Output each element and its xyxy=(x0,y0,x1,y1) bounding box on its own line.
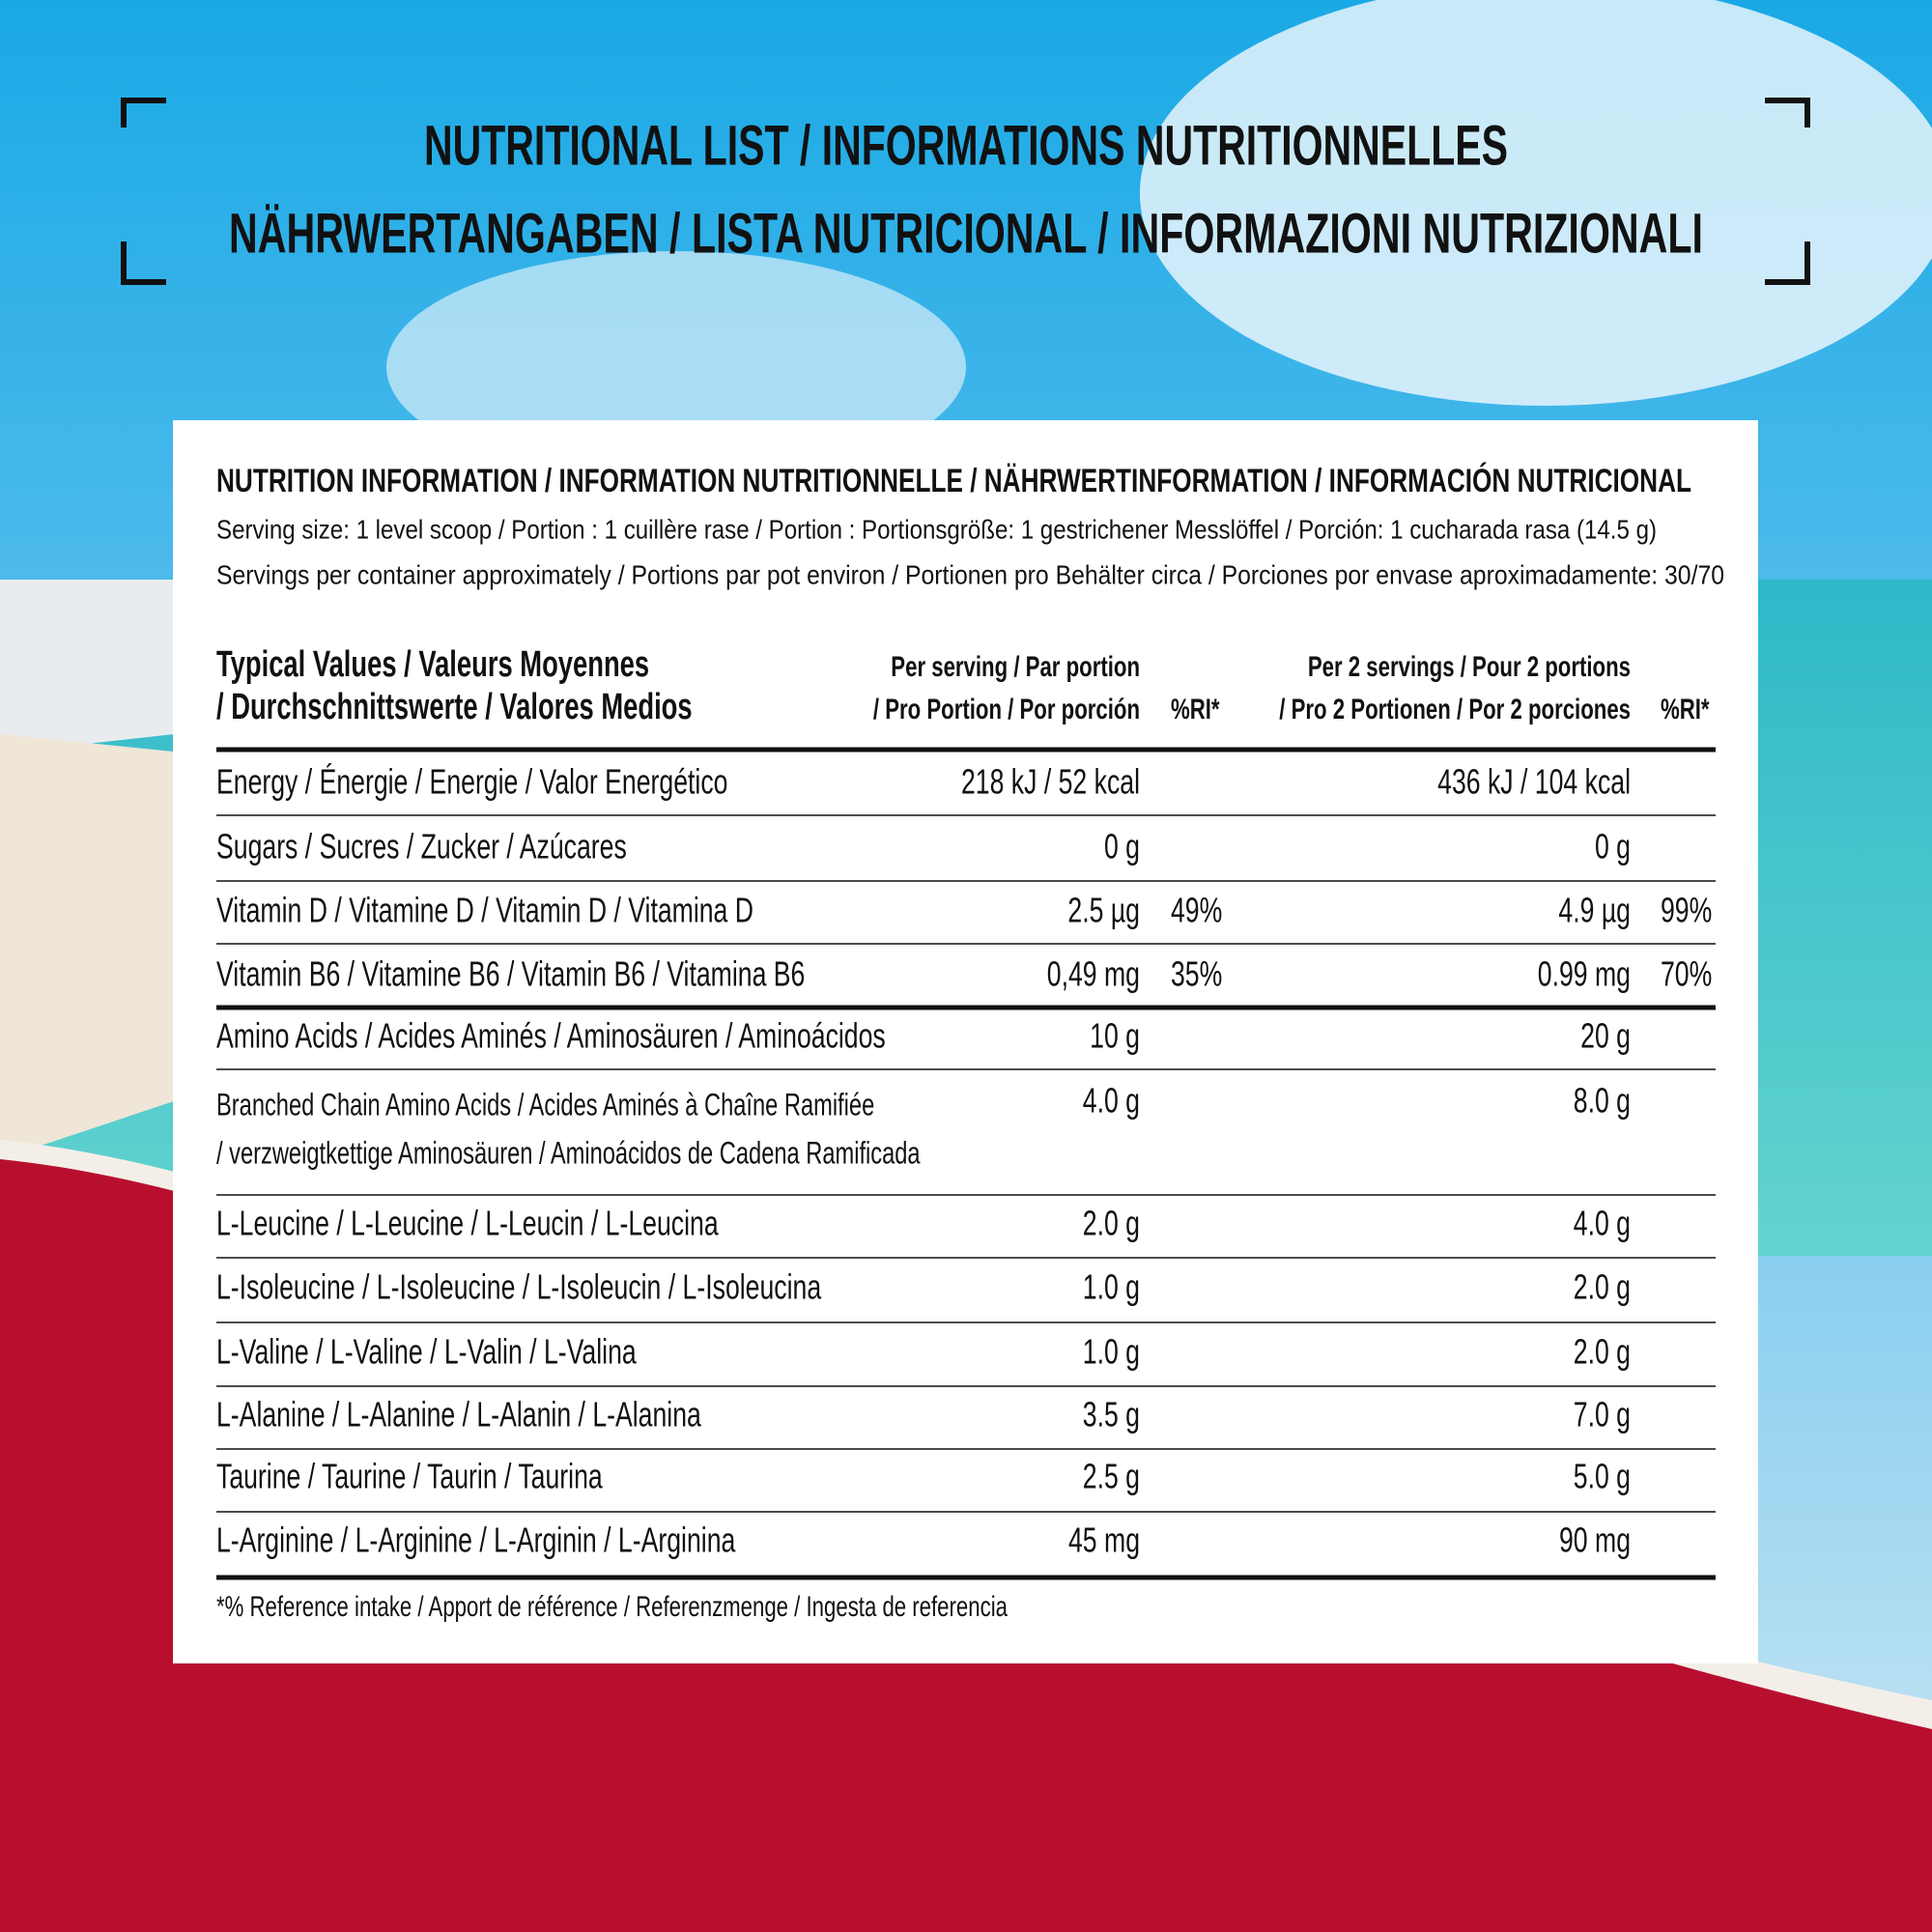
per-serving: 1.0 g xyxy=(1083,1332,1140,1372)
buildings xyxy=(0,580,174,753)
row-label: L-Arginine / L-Arginine / L-Arginin / L-… xyxy=(216,1520,736,1560)
column-header: %RI* xyxy=(1171,693,1220,725)
per-2-servings: 90 mg xyxy=(1559,1520,1631,1560)
per-2-servings: 0.99 mg xyxy=(1538,954,1631,994)
row-label: L-Isoleucine / L-Isoleucine / L-Isoleuci… xyxy=(216,1267,821,1307)
per-serving: 0,49 mg xyxy=(1047,954,1140,994)
per-serving: 2.5 µg xyxy=(1067,891,1140,930)
per-serving: 1.0 g xyxy=(1083,1267,1140,1307)
per-serving: 0 g xyxy=(1104,827,1140,867)
ri-2: 70% xyxy=(1661,954,1712,994)
per-serving: 218 kJ / 52 kcal xyxy=(961,762,1140,802)
per-2-servings: 2.0 g xyxy=(1574,1332,1631,1372)
row-label: Energy / Énergie / Energie / Valor Energ… xyxy=(216,762,727,802)
column-header: Per 2 servings / Pour 2 portions xyxy=(1308,650,1631,683)
column-header: / Pro Portion / Por porción xyxy=(873,693,1140,725)
column-header: / Durchschnittswerte / Valores Medios xyxy=(216,687,693,727)
per-2-servings: 4.0 g xyxy=(1574,1204,1631,1243)
heading: NÄHRWERTANGABEN / LISTA NUTRICIONAL / IN… xyxy=(229,202,1703,265)
ri: 49% xyxy=(1171,891,1222,930)
per-2-servings: 436 kJ / 104 kcal xyxy=(1437,762,1631,802)
column-header: %RI* xyxy=(1661,693,1710,725)
column-header: / Pro 2 Portionen / Por 2 porciones xyxy=(1279,693,1631,725)
servings-per-container: Servings per container approximately / P… xyxy=(216,559,1724,589)
per-serving: 45 mg xyxy=(1068,1520,1140,1560)
row-label: / verzweigtkettige Aminosäuren / Aminoác… xyxy=(216,1136,921,1170)
per-serving: 10 g xyxy=(1090,1016,1140,1056)
per-2-servings: 20 g xyxy=(1580,1016,1631,1056)
per-2-servings: 8.0 g xyxy=(1574,1081,1631,1121)
ri: 35% xyxy=(1171,954,1222,994)
table-lines xyxy=(216,747,1716,1580)
ri-2: 99% xyxy=(1661,891,1712,930)
serving-size: Serving size: 1 level scoop / Portion : … xyxy=(216,514,1657,544)
panel xyxy=(173,420,1758,1663)
cloud xyxy=(1140,0,1932,406)
row-label: Branched Chain Amino Acids / Acides Amin… xyxy=(216,1088,874,1122)
row-label: L-Leucine / L-Leucine / L-Leucin / L-Leu… xyxy=(216,1204,719,1243)
heading: NUTRITIONAL LIST / INFORMATIONS NUTRITIO… xyxy=(424,114,1508,177)
per-serving: 3.5 g xyxy=(1083,1395,1140,1435)
panel-title: NUTRITION INFORMATION / INFORMATION NUTR… xyxy=(216,463,1691,499)
row-label: Taurine / Taurine / Taurin / Taurina xyxy=(216,1457,603,1496)
per-serving: 2.0 g xyxy=(1083,1204,1140,1243)
footnote: *% Reference intake / Apport de référenc… xyxy=(216,1590,1008,1623)
per-2-servings: 2.0 g xyxy=(1574,1267,1631,1307)
per-2-servings: 5.0 g xyxy=(1574,1457,1631,1496)
per-2-servings: 7.0 g xyxy=(1574,1395,1631,1435)
row-label: Amino Acids / Acides Aminés / Aminosäure… xyxy=(216,1016,886,1056)
per-serving: 2.5 g xyxy=(1083,1457,1140,1496)
per-2-servings: 4.9 µg xyxy=(1558,891,1631,930)
column-header: Typical Values / Valeurs Moyennes xyxy=(216,644,649,685)
per-serving: 4.0 g xyxy=(1083,1081,1140,1121)
row-label: Vitamin D / Vitamine D / Vitamin D / Vit… xyxy=(216,891,753,930)
row-label: L-Alanine / L-Alanine / L-Alanin / L-Ala… xyxy=(216,1395,701,1435)
per-2-servings: 0 g xyxy=(1595,827,1631,867)
column-header: Per serving / Par portion xyxy=(891,650,1140,683)
row-label: L-Valine / L-Valine / L-Valin / L-Valina xyxy=(216,1332,637,1372)
row-label: Vitamin B6 / Vitamine B6 / Vitamin B6 / … xyxy=(216,954,805,994)
brackets xyxy=(121,98,1810,285)
row-label: Sugars / Sucres / Zucker / Azúcares xyxy=(216,827,627,867)
